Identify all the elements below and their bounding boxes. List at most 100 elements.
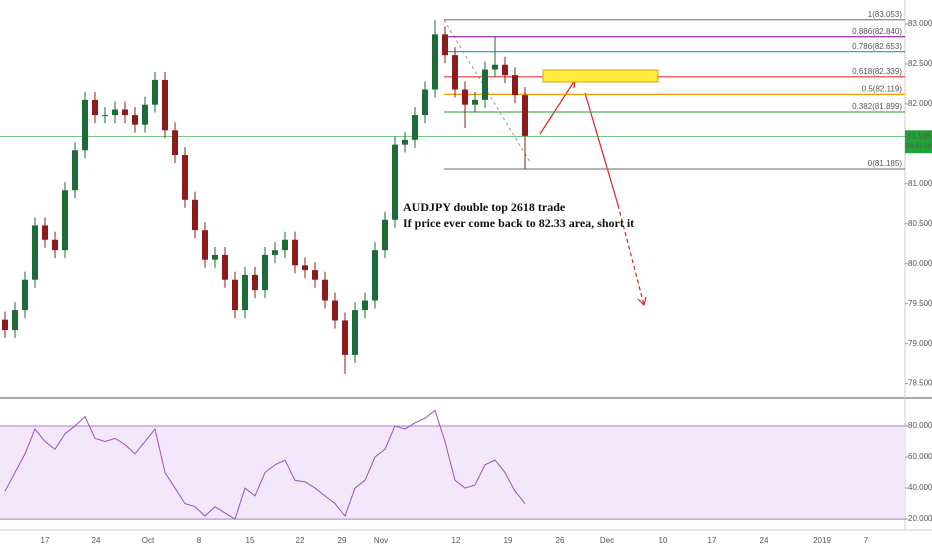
- rsi-line: [4, 409, 526, 520]
- x-tick-label: 19: [504, 536, 513, 545]
- candle-body: [42, 225, 48, 240]
- fib-label: 0.5(82.119): [862, 84, 903, 93]
- candle-body: [192, 199, 198, 231]
- candle-body: [242, 274, 248, 311]
- candle-body: [12, 310, 18, 331]
- x-tick-label: Oct: [142, 536, 155, 545]
- candle-body: [122, 109, 128, 116]
- fib-label: 0(81.185): [868, 159, 903, 168]
- candle-body: [172, 130, 178, 156]
- candle-body: [362, 300, 368, 311]
- candle-body: [132, 115, 138, 125]
- candle-body: [372, 250, 378, 301]
- candle-body: [82, 99, 88, 151]
- candle-body: [22, 279, 28, 311]
- candle-body: [472, 99, 478, 105]
- fib-label: 1(83.053): [868, 10, 903, 19]
- x-tick-label: 26: [556, 536, 565, 545]
- y-tick-label: 78.500: [908, 379, 932, 388]
- fib-label: 0.618(82.339): [852, 67, 902, 76]
- y-tick-label: 79.500: [908, 299, 932, 308]
- candle-body: [52, 239, 58, 251]
- y-tick-label: 79.000: [908, 339, 932, 348]
- candle-body: [352, 310, 358, 355]
- candle-body: [442, 34, 448, 56]
- y-tick-label: 80.000: [908, 259, 932, 268]
- candle-body: [72, 150, 78, 191]
- x-tick-label: 15: [246, 536, 255, 545]
- candle-body: [412, 115, 418, 140]
- candle-body: [202, 230, 208, 260]
- candle-body: [292, 239, 298, 266]
- candle-body: [222, 254, 228, 280]
- rsi-tick-label: 40.0000: [908, 483, 932, 492]
- candle-body: [492, 64, 498, 70]
- fib-trend-line: [443, 19, 531, 163]
- x-tick-label: 10: [659, 536, 668, 545]
- target-zone: [542, 69, 659, 83]
- last-price-label: 81.595: [907, 131, 932, 140]
- candle-body: [252, 274, 258, 291]
- x-tick-label: 22: [296, 536, 305, 545]
- x-tick-label: 17: [41, 536, 50, 545]
- candle-body: [512, 75, 518, 96]
- candle-body: [382, 219, 388, 251]
- candle-body: [312, 270, 318, 280]
- candle-body: [152, 79, 158, 105]
- candle-body: [452, 55, 458, 90]
- candle-body: [182, 155, 188, 200]
- candle-body: [482, 69, 488, 100]
- candle-body: [262, 254, 268, 291]
- candle-body: [142, 104, 148, 125]
- candle-body: [422, 89, 428, 116]
- x-tick-label: 29: [338, 536, 347, 545]
- y-tick-label: 82.000: [908, 99, 932, 108]
- y-tick-label: 83.000: [908, 19, 932, 28]
- x-tick-label: 8: [197, 536, 202, 545]
- candle-body: [112, 109, 118, 116]
- x-tick-label: 7: [864, 536, 869, 545]
- candle-body: [322, 279, 328, 301]
- x-tick-label: 12: [452, 536, 461, 545]
- candle-body: [462, 89, 468, 105]
- arrow: [539, 79, 576, 135]
- candle-body: [212, 254, 218, 260]
- last-price-tag: [905, 130, 932, 154]
- annotation: AUDJPY double top 2618 trade: [403, 200, 566, 214]
- candle-body: [162, 79, 168, 131]
- annotation: If price ever come back to 82.33 area, s…: [403, 216, 634, 230]
- x-tick-label: 2019: [813, 536, 831, 545]
- x-tick-label: 24: [92, 536, 101, 545]
- candle-body: [2, 319, 8, 331]
- rsi-tick-label: 80.0000: [908, 421, 932, 430]
- x-tick-label: Nov: [374, 536, 388, 545]
- x-tick-label: Dec: [600, 536, 614, 545]
- arrow: [617, 204, 645, 306]
- candle-body: [342, 320, 348, 355]
- candle-body: [332, 300, 338, 321]
- x-tick-label: 24: [760, 536, 769, 545]
- y-tick-label: 80.500: [908, 219, 932, 228]
- candle-body: [302, 265, 308, 271]
- candle-body: [402, 139, 408, 145]
- fib-label: 0.886(82.840): [852, 27, 902, 36]
- fib-label: 0.786(82.653): [852, 42, 902, 51]
- candle-body: [392, 144, 398, 220]
- arrow-head: [637, 296, 647, 307]
- candle-body: [32, 225, 38, 280]
- y-tick-label: 82.500: [908, 59, 932, 68]
- countdown: 03:43:59: [906, 143, 932, 150]
- candle-body: [62, 190, 68, 251]
- rsi-tick-label: 60.0000: [908, 452, 932, 461]
- y-tick-label: 81.000: [908, 179, 932, 188]
- candle-body: [102, 115, 108, 117]
- fib-label: 0.382(81.899): [852, 102, 902, 111]
- candle-body: [432, 34, 438, 90]
- rsi-tick-label: 20.0000: [908, 514, 932, 523]
- candle-body: [522, 95, 528, 136]
- x-tick-label: 17: [708, 536, 717, 545]
- candle-body: [92, 99, 98, 116]
- candle-body: [272, 250, 278, 255]
- candle-body: [502, 64, 508, 76]
